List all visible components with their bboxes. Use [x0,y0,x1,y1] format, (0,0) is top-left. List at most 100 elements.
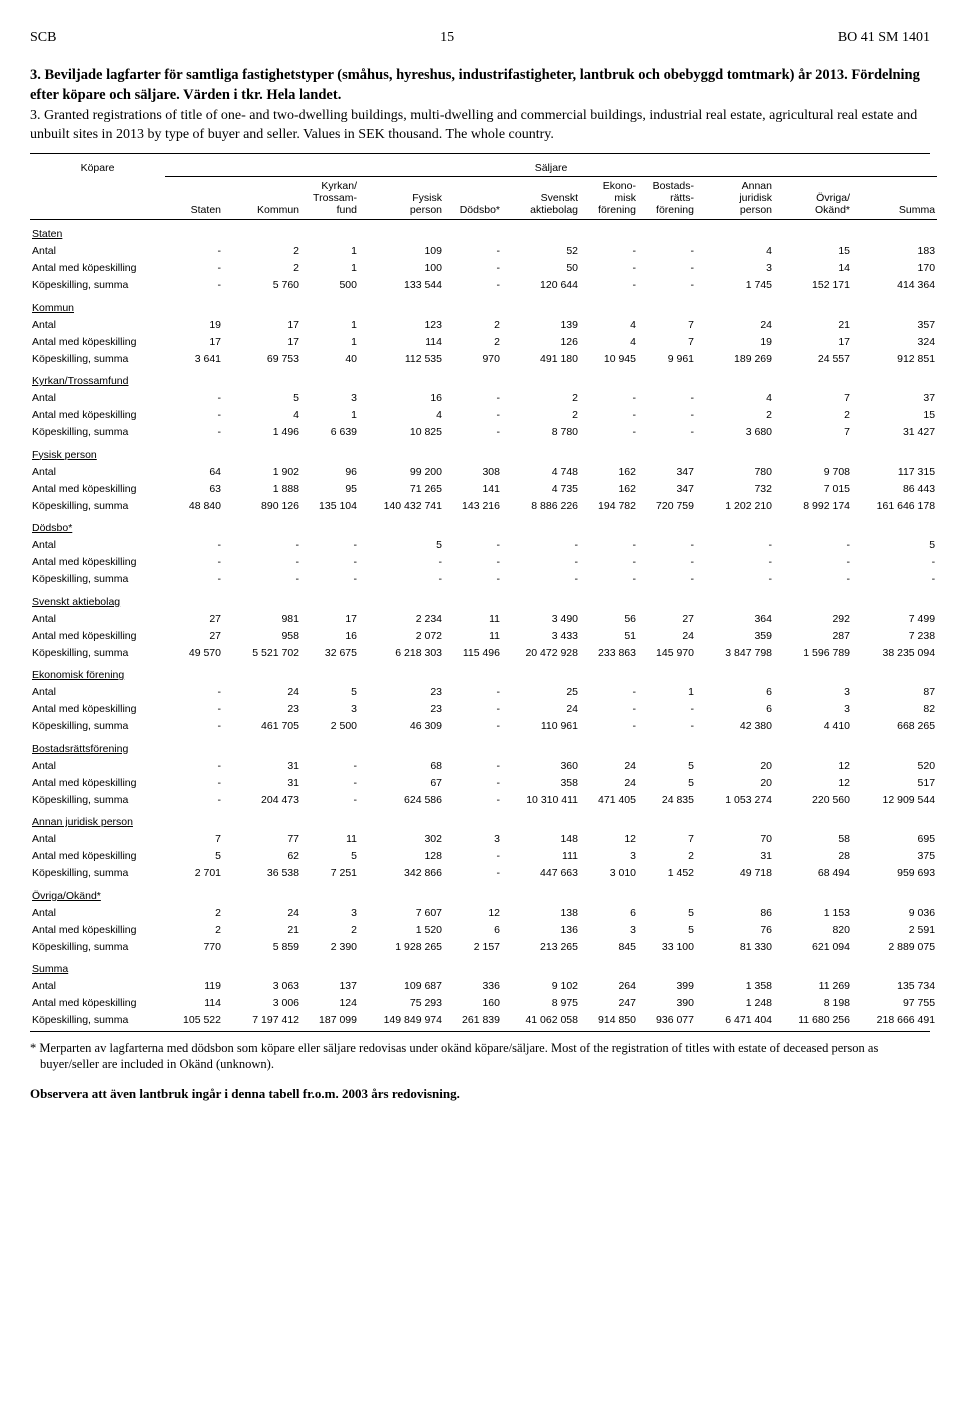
cell: 111 [502,848,580,865]
cell: 58 [774,831,852,848]
table-row: Antal med köpeskilling-21100-50--314170 [30,260,937,277]
cell: 68 494 [774,865,852,882]
cell: 8 992 174 [774,497,852,514]
cell: - [223,571,301,588]
cell: 10 310 411 [502,791,580,808]
cell: 49 718 [696,865,774,882]
cell: 1 596 789 [774,644,852,661]
cell: 1 358 [696,978,774,995]
cell: 7 607 [359,904,444,921]
cell: - [444,537,502,554]
cell: 24 [638,627,696,644]
observe-note: Observera att även lantbruk ingår i denn… [30,1086,930,1102]
cell: - [580,701,638,718]
cell: 1 [301,243,359,260]
cell: 25 [502,684,580,701]
cell: 1 053 274 [696,791,774,808]
header-center: 15 [440,30,454,46]
cell: 33 100 [638,938,696,955]
cell: 124 [301,995,359,1012]
cell: - [580,407,638,424]
cell: 2 [165,921,223,938]
cell: 152 171 [774,277,852,294]
cell: 2 500 [301,718,359,735]
title-block: 3. Beviljade lagfarter för samtliga fast… [30,66,930,145]
cell: - [444,718,502,735]
cell: 3 847 798 [696,644,774,661]
cell: 5 [852,537,937,554]
cell: - [165,424,223,441]
cell: 720 759 [638,497,696,514]
cell: 14 [774,260,852,277]
table-row: Antal med köpeskilling171711142126471917… [30,333,937,350]
cell: - [165,718,223,735]
cell: 399 [638,978,696,995]
page-header: SCB 15 BO 41 SM 1401 [30,30,930,46]
cell: 8 780 [502,424,580,441]
cell: - [444,260,502,277]
row-label: Köpeskilling, summa [30,1012,165,1029]
cell: 4 [580,333,638,350]
cell: - [301,571,359,588]
cell: 8 886 226 [502,497,580,514]
cell: - [580,390,638,407]
cell: 10 945 [580,350,638,367]
section-row: Staten [30,220,937,243]
col-annan: Annanjuridiskperson [696,177,774,220]
cell: 17 [165,333,223,350]
cell: 220 560 [774,791,852,808]
cell: - [580,260,638,277]
table-row: Antal med köpeskilling27958162 072113 43… [30,627,937,644]
col-dodsbo: Dödsbo* [444,177,502,220]
cell: 770 [165,938,223,955]
cell: - [301,554,359,571]
cell: 16 [301,627,359,644]
table-row: Antal med köpeskilling-31-67-35824520125… [30,774,937,791]
cell: 42 380 [696,718,774,735]
cell: 75 293 [359,995,444,1012]
cell: 4 [696,390,774,407]
cell: 3 641 [165,350,223,367]
cell: - [165,757,223,774]
row-label: Köpeskilling, summa [30,865,165,882]
cell: 981 [223,610,301,627]
cell: 820 [774,921,852,938]
cell: - [165,390,223,407]
cell: 137 [301,978,359,995]
cell: 77 [223,831,301,848]
cell: - [444,424,502,441]
table-row: Antal med köpeskilling1143 00612475 2931… [30,995,937,1012]
section-name: Dödsbo* [30,514,937,537]
cell: 471 405 [580,791,638,808]
cell: 115 496 [444,644,502,661]
cell: 1 [301,316,359,333]
cell: 140 432 741 [359,497,444,514]
cell: - [444,791,502,808]
cell: 500 [301,277,359,294]
cell: - [301,774,359,791]
cell: 1 202 210 [696,497,774,514]
table-row: Köpeskilling, summa48 840890 126135 1041… [30,497,937,514]
cell: 5 [638,921,696,938]
cell: - [852,554,937,571]
section-row: Kyrkan/Trossamfund [30,367,937,390]
cell: - [638,718,696,735]
cell: 7 [638,831,696,848]
cell: 1 888 [223,480,301,497]
cell: 87 [852,684,937,701]
cell: 148 [502,831,580,848]
cell: - [638,424,696,441]
cell: 204 473 [223,791,301,808]
cell: 732 [696,480,774,497]
cell: 324 [852,333,937,350]
cell: 133 544 [359,277,444,294]
col-ekonomisk: Ekono-miskförening [580,177,638,220]
table-row: Köpeskilling, summa49 5705 521 70232 675… [30,644,937,661]
cell: - [444,701,502,718]
cell: - [359,554,444,571]
cell: 105 522 [165,1012,223,1029]
cell: 2 591 [852,921,937,938]
table-row: Antal med köpeskilling-414-2--2215 [30,407,937,424]
cell: 17 [223,316,301,333]
cell: 27 [638,610,696,627]
